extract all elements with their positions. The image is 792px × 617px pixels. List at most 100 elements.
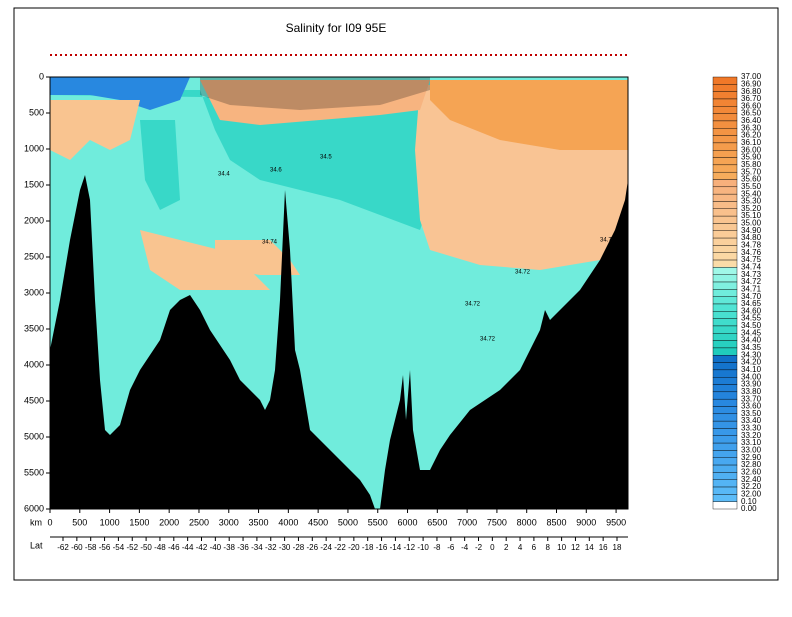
contour-label: 34.72 xyxy=(480,337,496,343)
colorbar-label: 34.10 xyxy=(741,365,762,374)
colorbar-label: 35.50 xyxy=(741,182,762,191)
colorbar-cell xyxy=(712,223,738,231)
lat-tick-label: -2 xyxy=(475,543,483,552)
colorbar-label: 33.50 xyxy=(741,409,762,418)
contour-label: 34.4 xyxy=(218,172,230,178)
frame xyxy=(13,7,779,581)
colorbar-cell xyxy=(712,377,738,385)
colorbar-cell xyxy=(712,215,738,224)
colorbar-label: 37.00 xyxy=(741,72,762,81)
lat-tick-label: -14 xyxy=(390,543,402,552)
colorbar-cell xyxy=(712,457,738,466)
colorbar-cell xyxy=(712,193,738,202)
colorbar-label: 32.40 xyxy=(741,475,762,484)
colorbar-label: 0.00 xyxy=(741,504,757,513)
colorbar-label: 32.60 xyxy=(741,467,762,476)
colorbar-label: 36.00 xyxy=(741,145,762,154)
colorbar-cell xyxy=(712,442,738,451)
colorbar-label: 36.10 xyxy=(741,138,762,147)
chart-title: Salinity for I09 95E xyxy=(286,21,387,35)
lat-tick-label: -22 xyxy=(334,543,346,552)
colorbar-cell xyxy=(712,362,738,371)
colorbar-label: 34.20 xyxy=(741,358,762,367)
colorbar-cell xyxy=(712,120,738,129)
colorbar-cell xyxy=(712,164,738,173)
lat-tick-label: -4 xyxy=(461,543,469,552)
colorbar-label: 35.30 xyxy=(741,197,762,206)
lat-tick-label: -28 xyxy=(293,543,305,552)
colorbar-cell xyxy=(712,384,738,393)
colorbar-cell xyxy=(712,501,738,510)
x-tick-label: 2000 xyxy=(159,517,179,527)
colorbar-cell xyxy=(712,428,738,436)
colorbar-cell xyxy=(712,76,738,85)
lat-tick-label: -36 xyxy=(237,543,249,552)
colorbar-label: 36.70 xyxy=(741,94,762,103)
colorbar-label: 33.80 xyxy=(741,387,762,396)
colorbar-label: 0.10 xyxy=(741,497,757,506)
colorbar-cell xyxy=(712,398,738,407)
colorbar-label: 33.30 xyxy=(741,424,762,433)
x-tick-label: 6000 xyxy=(398,517,418,527)
lat-tick-label: -60 xyxy=(71,543,83,552)
lat-tick-label: -42 xyxy=(196,543,208,552)
colorbar-cell xyxy=(712,472,738,480)
lat-tick-label: 6 xyxy=(532,543,537,552)
colorbar-label: 34.72 xyxy=(741,277,762,286)
colorbar-cell xyxy=(712,113,738,122)
lat-tick-label: -16 xyxy=(376,543,388,552)
lat-tick-label: -62 xyxy=(57,543,69,552)
contour-label: 34.74 xyxy=(600,238,616,244)
colorbar-cell xyxy=(712,179,738,188)
y-tick-label: 500 xyxy=(29,107,44,117)
colorbar-label: 34.71 xyxy=(741,284,762,293)
colorbar-label: 34.74 xyxy=(741,262,762,271)
colorbar-cell xyxy=(712,406,738,415)
colorbar-cell xyxy=(712,150,738,158)
colorbar-label: 33.00 xyxy=(741,446,762,455)
colorbar-label: 35.70 xyxy=(741,167,762,176)
colorbar-label: 36.60 xyxy=(741,101,762,110)
y-tick-label: 4500 xyxy=(24,395,44,405)
colorbar-cell xyxy=(712,325,738,334)
colorbar-cell xyxy=(712,369,738,378)
colorbar-cell xyxy=(712,84,738,92)
lat-tick-label: 8 xyxy=(546,543,551,552)
colorbar-cell xyxy=(712,479,738,488)
colorbar-label: 33.90 xyxy=(741,380,762,389)
contour-label: 34.5 xyxy=(320,155,332,161)
lat-tick-label: -30 xyxy=(279,543,291,552)
colorbar-label: 34.73 xyxy=(741,270,762,279)
x-tick-label: 2500 xyxy=(189,517,209,527)
x-tick-label: 500 xyxy=(72,517,87,527)
colorbar-cell xyxy=(712,318,738,327)
y-tick-label: 0 xyxy=(39,71,44,81)
colorbar-cell xyxy=(712,289,738,297)
colorbar-label: 36.50 xyxy=(741,109,762,118)
y-tick-label: 1000 xyxy=(24,143,44,153)
colorbar-cell xyxy=(712,296,738,305)
x-axis-label: km xyxy=(30,517,42,527)
y-tick-label: 5000 xyxy=(24,431,44,441)
lat-tick-label: -46 xyxy=(168,543,180,552)
lat-tick-label: -10 xyxy=(417,543,429,552)
x-tick-label: 1500 xyxy=(129,517,149,527)
colorbar-cell xyxy=(712,106,738,114)
colorbar-cell xyxy=(712,171,738,180)
colorbar-label: 33.20 xyxy=(741,431,762,440)
x-tick-label: 5000 xyxy=(338,517,358,527)
x-tick-label: 4500 xyxy=(308,517,328,527)
colorbar-label: 32.90 xyxy=(741,453,762,462)
colorbar-label: 34.00 xyxy=(741,372,762,381)
x-tick-label: 3000 xyxy=(219,517,239,527)
colorbar-cell xyxy=(712,274,738,283)
colorbar-cell xyxy=(712,201,738,209)
colorbar-label: 34.70 xyxy=(741,292,762,301)
colorbar-label: 33.60 xyxy=(741,402,762,411)
colorbar-label: 35.90 xyxy=(741,153,762,162)
x-tick-label: 7500 xyxy=(487,517,507,527)
contour-label: 34.72 xyxy=(465,302,481,308)
y-tick-label: 1500 xyxy=(24,179,44,189)
lat-tick-label: 18 xyxy=(613,543,622,552)
